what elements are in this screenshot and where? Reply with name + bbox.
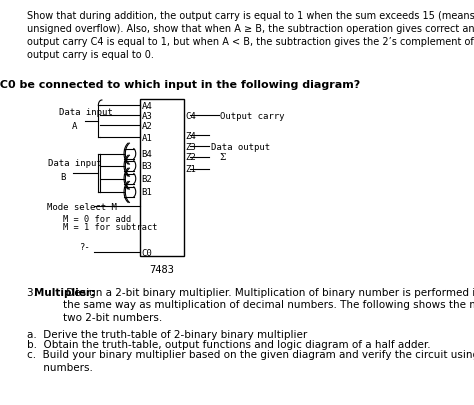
Text: b.  Obtain the truth-table, output functions and logic diagram of a half adder.: b. Obtain the truth-table, output functi… xyxy=(27,339,430,349)
Text: B: B xyxy=(61,173,66,182)
Text: Output carry: Output carry xyxy=(220,111,284,121)
Text: A2: A2 xyxy=(142,122,152,130)
Text: Multiplier:: Multiplier: xyxy=(34,287,95,297)
Text: ?-: ?- xyxy=(80,242,91,251)
Text: A1: A1 xyxy=(142,134,152,143)
Text: C0: C0 xyxy=(142,248,152,257)
Text: Data input: Data input xyxy=(48,159,102,168)
Text: 3.: 3. xyxy=(27,287,40,297)
Text: Design a 2-bit binary multiplier. Multiplication of binary number is performed i: Design a 2-bit binary multiplier. Multip… xyxy=(63,287,474,322)
Text: Z1: Z1 xyxy=(185,165,196,174)
Text: A4: A4 xyxy=(142,102,152,111)
Text: M = 0 for add: M = 0 for add xyxy=(63,214,131,223)
Text: B4: B4 xyxy=(142,150,152,159)
Text: c.  Build your binary multiplier based on the given diagram and verify the circu: c. Build your binary multiplier based on… xyxy=(27,350,474,372)
Text: Data input: Data input xyxy=(59,107,113,117)
Text: C4: C4 xyxy=(185,111,196,121)
Text: B2: B2 xyxy=(142,175,152,183)
Text: Z4: Z4 xyxy=(185,132,196,141)
Text: Data output: Data output xyxy=(210,143,270,151)
Text: M = 1 for subtract: M = 1 for subtract xyxy=(63,222,158,231)
Text: 7483: 7483 xyxy=(149,265,174,275)
Bar xyxy=(140,100,183,257)
Text: B3: B3 xyxy=(142,162,152,171)
Text: a.  Derive the truth-table of 2-binary binary multiplier: a. Derive the truth-table of 2-binary bi… xyxy=(27,329,307,339)
Text: A3: A3 xyxy=(142,111,152,121)
Text: Show that during addition, the output carry is equal to 1 when the sum exceeds 1: Show that during addition, the output ca… xyxy=(27,11,474,60)
Text: B1: B1 xyxy=(142,188,152,197)
Text: Mode select M: Mode select M xyxy=(47,202,117,211)
Text: Should C0 be connected to which input in the following diagram?: Should C0 be connected to which input in… xyxy=(0,80,360,90)
Text: A: A xyxy=(72,122,77,130)
Text: Z2: Z2 xyxy=(185,153,196,162)
Text: Σ: Σ xyxy=(220,153,227,162)
Text: Z3: Z3 xyxy=(185,143,196,151)
